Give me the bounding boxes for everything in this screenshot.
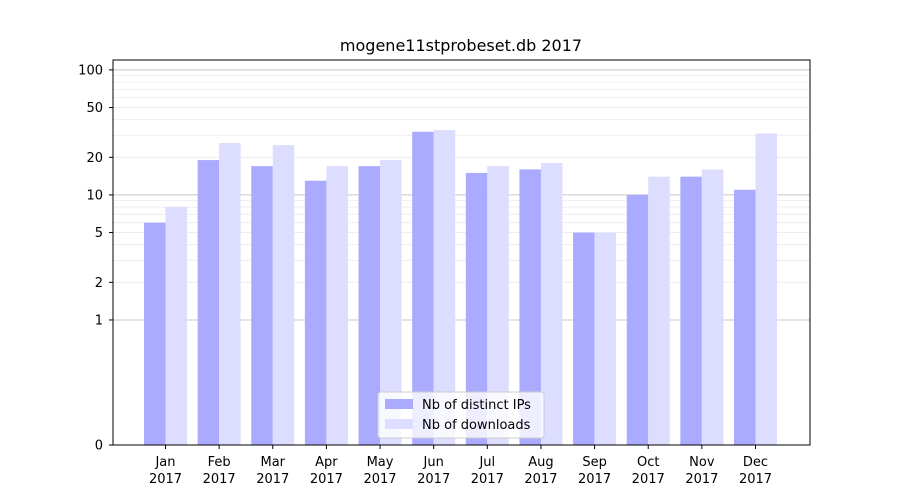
legend-swatch	[385, 419, 413, 429]
bar-distinct-ips	[626, 194, 649, 445]
x-tick-label-month: Jun	[423, 455, 444, 470]
chart-title: mogene11stprobeset.db 2017	[340, 36, 582, 55]
x-tick-label-year: 2017	[685, 472, 718, 487]
x-tick-label-month: Jul	[478, 455, 495, 470]
bar-downloads	[433, 130, 456, 445]
legend-box	[377, 391, 545, 439]
y-tick-label: 0	[95, 439, 103, 454]
bar-distinct-ips	[465, 172, 488, 445]
bar-downloads	[219, 143, 241, 445]
bar-distinct-ips	[251, 166, 273, 445]
bar-downloads	[755, 133, 777, 445]
bar-downloads	[594, 232, 617, 445]
x-tick-label-month: Nov	[689, 455, 715, 470]
bar-distinct-ips	[680, 176, 702, 445]
x-tick-label-year: 2017	[524, 472, 557, 487]
y-tick-label: 50	[86, 101, 103, 116]
x-tick-label-year: 2017	[149, 472, 182, 487]
x-tick-label-month: Sep	[582, 455, 607, 470]
legend-label: Nb of downloads	[422, 418, 531, 433]
x-tick-label-month: Apr	[315, 455, 338, 470]
x-tick-label-year: 2017	[471, 472, 504, 487]
bar-downloads	[380, 160, 402, 445]
x-tick-label-year: 2017	[632, 472, 665, 487]
bar-distinct-ips	[519, 169, 541, 445]
y-tick-label: 2	[95, 276, 103, 291]
x-tick-label-month: Feb	[208, 455, 231, 470]
x-tick-label-year: 2017	[310, 472, 343, 487]
bar-downloads	[272, 145, 295, 445]
bar-distinct-ips	[734, 189, 756, 445]
y-tick-label: 10	[86, 188, 103, 203]
bar-distinct-ips	[412, 131, 434, 445]
y-tick-label: 1	[95, 313, 103, 328]
x-tick-label-month: Oct	[637, 455, 659, 470]
y-tick-label: 100	[78, 63, 103, 78]
bar-downloads	[648, 176, 670, 445]
bars-layer	[144, 130, 777, 445]
x-tick-label-month: May	[367, 455, 394, 470]
bar-distinct-ips	[144, 222, 166, 445]
x-tick-label-year: 2017	[203, 472, 236, 487]
x-tick-label-year: 2017	[363, 472, 396, 487]
x-tick-label-year: 2017	[417, 472, 450, 487]
bar-distinct-ips	[573, 232, 595, 445]
bar-downloads	[540, 163, 563, 445]
bar-downloads	[487, 166, 509, 445]
bar-distinct-ips	[304, 180, 327, 445]
y-tick-label: 20	[86, 151, 103, 166]
legend-swatch	[385, 399, 413, 409]
bar-distinct-ips	[197, 160, 220, 445]
bar-downloads	[326, 166, 348, 445]
y-axis: 0 1 2 5 10 20 50 100	[78, 63, 113, 454]
x-tick-label-month: Dec	[743, 455, 768, 470]
bar-downloads	[701, 169, 724, 445]
plot-frame	[112, 59, 811, 446]
x-tick-label-month: Jan	[154, 455, 175, 470]
x-tick-label-year: 2017	[578, 472, 611, 487]
x-tick-label-year: 2017	[739, 472, 772, 487]
bar-distinct-ips	[358, 166, 381, 445]
legend-label: Nb of distinct IPs	[422, 398, 531, 413]
x-axis: Jan 2017 Feb 2017 Mar 2017 Apr 2017 May 2017 Jun 20…	[149, 445, 772, 487]
x-tick-label-month: Mar	[261, 455, 286, 470]
x-tick-label-month: Aug	[528, 455, 553, 470]
bar-downloads	[165, 207, 187, 445]
legend: Nb of distinct IPs Nb of downloads	[377, 391, 545, 439]
x-tick-label-year: 2017	[256, 472, 289, 487]
y-tick-label: 5	[95, 226, 103, 241]
